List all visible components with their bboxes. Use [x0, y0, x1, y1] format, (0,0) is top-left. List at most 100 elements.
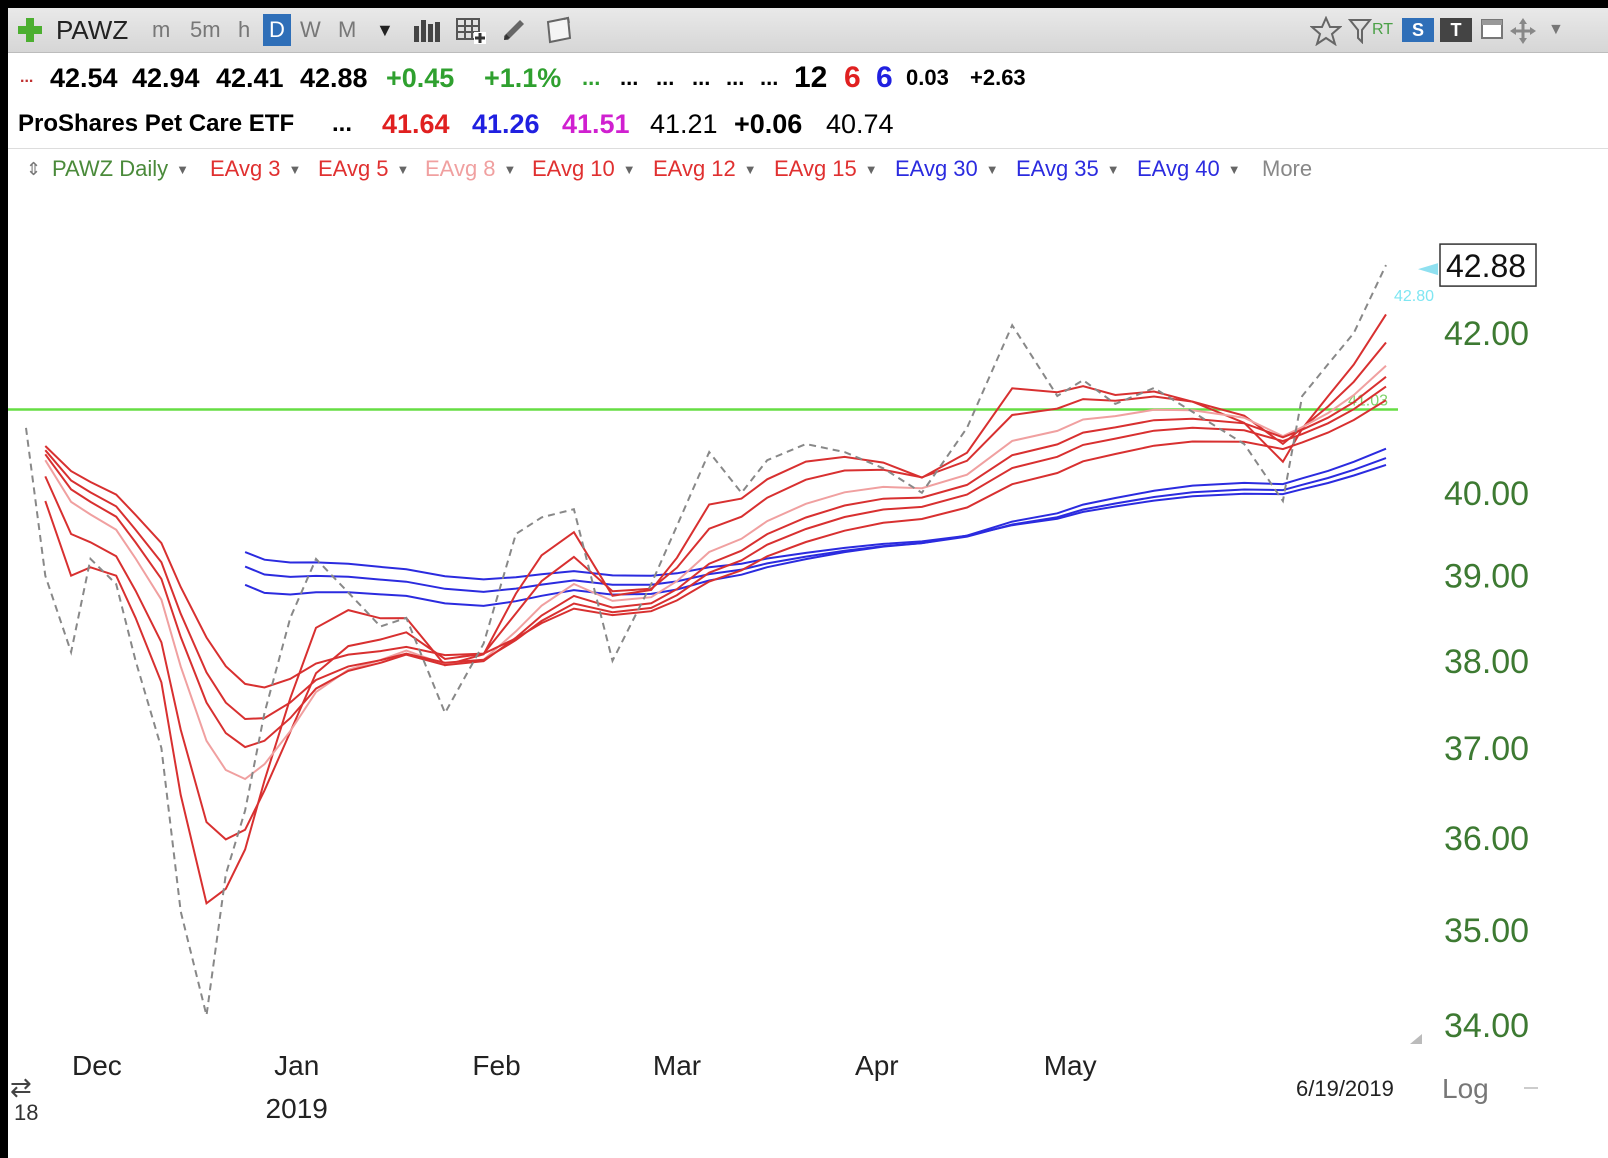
interval-day[interactable]: D	[263, 14, 291, 46]
ema-line-40[interactable]	[244, 463, 1387, 581]
x-tick-label: Feb	[472, 1050, 520, 1081]
count-blue: 6	[876, 61, 893, 94]
s-badge-label: S	[1411, 20, 1424, 40]
quote-change-pct: +1.1%	[484, 63, 562, 93]
y-tick-label: 35.00	[1444, 912, 1529, 950]
y-tick-label: 42.00	[1444, 315, 1529, 353]
y-tick-label: 37.00	[1444, 730, 1529, 768]
study-ema-12[interactable]: EAvg 12 ▼	[653, 149, 757, 190]
quote-line-2: ProShares Pet Care ETF ... 41.64 41.26 4…	[8, 104, 1608, 144]
star-icon[interactable]	[1309, 15, 1343, 48]
value-black: 41.21	[650, 109, 718, 139]
interval-month[interactable]: M	[338, 17, 357, 42]
toolbar: PAWZ m 5m h D W M ▼ RT S T	[8, 8, 1608, 53]
menu-dropdown-icon[interactable]: ▼	[1548, 21, 1564, 38]
value-change: +0.06	[734, 109, 803, 139]
move-icon[interactable]	[1510, 18, 1536, 50]
study-ema-30[interactable]: EAvg 30 ▼	[895, 149, 999, 190]
s-badge-icon[interactable]: S	[1402, 18, 1434, 42]
price-line[interactable]	[25, 264, 1387, 1016]
last-price-marker-icon	[1418, 263, 1438, 276]
study-ema-35[interactable]: EAvg 35 ▼	[1016, 149, 1120, 190]
log-toggle[interactable]: Log	[1442, 1073, 1489, 1104]
dropdown-icon: ▼	[864, 162, 878, 178]
interval-hour[interactable]: h	[238, 17, 251, 42]
quote-open: 42.54	[50, 63, 118, 93]
value-blue: 41.26	[472, 109, 540, 139]
interval-5min[interactable]: 5m	[190, 17, 221, 42]
window-icon[interactable]	[1480, 18, 1506, 50]
rt-label[interactable]: RT	[1372, 21, 1394, 38]
study-main[interactable]: PAWZ Daily ▼	[52, 149, 189, 190]
x-tick-label: Jan	[274, 1050, 319, 1081]
ema-line-10[interactable]	[44, 376, 1387, 749]
study-ema-15[interactable]: EAvg 15 ▼	[774, 149, 878, 190]
ema-line-15[interactable]	[44, 399, 1387, 689]
pencil-icon[interactable]	[500, 16, 528, 48]
scale-corner-icon	[1410, 1034, 1422, 1044]
filter-icon[interactable]	[1347, 18, 1373, 50]
quote-prefix: ...	[20, 69, 34, 86]
swap-icon[interactable]: ⇄	[10, 1072, 32, 1102]
study-label: EAvg 30	[895, 156, 978, 181]
quote-change: +0.45	[386, 63, 455, 93]
value-b: +2.63	[970, 65, 1026, 90]
interval-dropdown-icon[interactable]: ▼	[376, 20, 394, 40]
study-ema-5[interactable]: EAvg 5 ▼	[318, 149, 409, 190]
chart-window: PAWZ m 5m h D W M ▼ RT S T	[8, 8, 1608, 1158]
small-price-label: 42.80	[1394, 288, 1434, 305]
value-last: 40.74	[826, 109, 894, 139]
left-corner-label: 18	[14, 1100, 38, 1125]
study-ema-40[interactable]: EAvg 40 ▼	[1137, 149, 1241, 190]
reorder-icon[interactable]: ⇕	[26, 159, 42, 179]
interval-week[interactable]: W	[300, 17, 321, 42]
date-label: 6/19/2019	[1296, 1076, 1394, 1101]
ema-line-12[interactable]	[44, 385, 1387, 721]
ema-line-5[interactable]	[44, 341, 1387, 841]
quote-filler: ...	[582, 65, 601, 90]
quote-high: 42.94	[132, 63, 200, 93]
dropdown-icon: ▼	[622, 162, 636, 178]
year-label: 2019	[266, 1093, 328, 1124]
bar-chart-icon[interactable]	[412, 18, 442, 50]
ema-line-8[interactable]	[44, 365, 1387, 781]
add-symbol-icon[interactable]	[16, 16, 44, 44]
x-tick-label: Apr	[855, 1050, 899, 1081]
x-tick-label: May	[1044, 1050, 1097, 1081]
study-label: EAvg 5	[318, 156, 389, 181]
count-black: 12	[794, 61, 828, 94]
study-label: EAvg 12	[653, 156, 736, 181]
dropdown-icon: ▼	[985, 162, 999, 178]
dropdown-icon: ▼	[176, 162, 189, 178]
study-label: EAvg 15	[774, 156, 857, 181]
page-icon[interactable]	[544, 16, 574, 48]
dropdown-icon: ▼	[1227, 162, 1241, 178]
study-bar: ⇕ PAWZ Daily ▼ EAvg 3 ▼ EAvg 5 ▼ EAvg 8 ▼ EA…	[8, 148, 1608, 189]
interval-minute[interactable]: m	[152, 17, 171, 42]
quote-filler: ...	[656, 65, 675, 90]
value-a: 0.03	[906, 65, 949, 90]
ema-line-35[interactable]	[244, 457, 1387, 593]
t-badge-icon[interactable]: T	[1440, 18, 1472, 42]
value-magenta: 41.51	[562, 109, 630, 139]
t-badge-label: T	[1450, 20, 1462, 40]
last-price-label: 42.88	[1446, 248, 1526, 284]
last-price-box	[1439, 243, 1537, 287]
quote-low: 42.41	[216, 63, 284, 93]
y-tick-label: 38.00	[1444, 643, 1529, 681]
dropdown-icon: ▼	[503, 162, 517, 178]
more-button[interactable]: More	[1262, 156, 1313, 181]
study-ema-8[interactable]: EAvg 8 ▼	[425, 149, 516, 190]
quote-line-1: ... 42.54 42.94 42.41 42.88 +0.45 +1.1% …	[8, 58, 1608, 98]
y-tick-label: 39.00	[1444, 558, 1529, 596]
x-tick-label: Dec	[72, 1050, 122, 1081]
y-tick-label: 34.00	[1444, 1007, 1529, 1045]
grid-add-icon[interactable]	[456, 18, 488, 50]
symbol-label[interactable]: PAWZ	[56, 15, 129, 45]
study-ema-3[interactable]: EAvg 3 ▼	[210, 149, 301, 190]
price-chart[interactable]: 41.03 42.0040.0039.0038.0037.0036.0035.0…	[8, 8, 1608, 1158]
ema-line-3[interactable]	[44, 313, 1387, 906]
ema-line-30[interactable]	[244, 447, 1387, 607]
study-ema-10[interactable]: EAvg 10 ▼	[532, 149, 636, 190]
y-tick-label: 36.00	[1444, 820, 1529, 858]
